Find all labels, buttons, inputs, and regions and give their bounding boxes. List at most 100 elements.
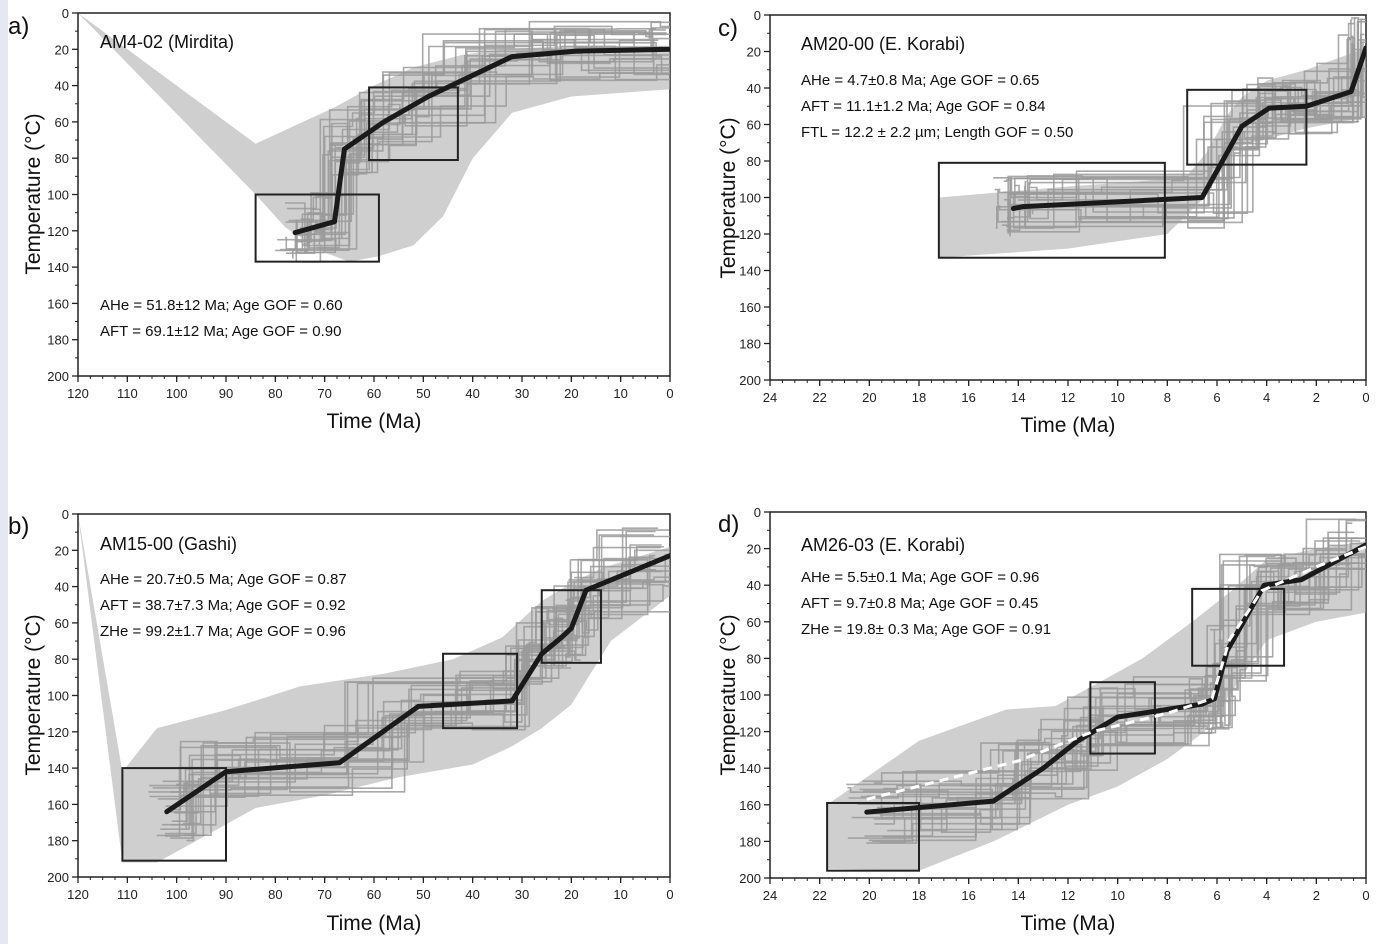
- constraint-box-2: [1089, 681, 1156, 755]
- constraint-box-3: [540, 589, 602, 664]
- y-tick-label: 120: [47, 725, 69, 740]
- simulated-tT-path: [1024, 21, 1366, 229]
- best-fit-path: [164, 553, 670, 815]
- x-tick-label: 120: [67, 386, 89, 401]
- y-tick-label: 80: [55, 151, 69, 166]
- x-tick-label: 70: [317, 386, 331, 401]
- y-tick-label: 60: [55, 616, 69, 631]
- y-tick-label: 120: [739, 725, 761, 740]
- y-tick-label: 20: [747, 45, 761, 60]
- constraint-box-2: [1186, 88, 1308, 166]
- x-tick-label: 70: [317, 887, 331, 902]
- x-tick-label: 20: [862, 390, 876, 405]
- panel-c-annotation-2: AFT = 11.1±1.2 Ma; Age GOF = 0.84: [801, 98, 1045, 115]
- y-tick-label: 80: [747, 154, 761, 169]
- panel-b-annotation-2: AFT = 38.7±7.3 Ma; Age GOF = 0.92: [100, 597, 346, 614]
- y-tick-label: 20: [55, 42, 69, 57]
- y-tick-label: 120: [47, 224, 69, 239]
- y-tick-label: 180: [739, 834, 761, 849]
- constraint-box-2: [368, 86, 459, 162]
- x-tick-label: 60: [367, 887, 381, 902]
- simulated-tT-path: [285, 27, 670, 254]
- y-tick-label: 120: [739, 227, 761, 242]
- y-tick-label: 60: [747, 118, 761, 133]
- x-tick-label: 0: [1362, 888, 1369, 903]
- y-tick-label: 60: [747, 615, 761, 630]
- x-tick-label: 80: [268, 887, 282, 902]
- panel-b-data: [78, 514, 670, 863]
- simulated-tT-path: [995, 18, 1366, 229]
- accepted-path-envelope: [827, 541, 1366, 871]
- x-tick-label: 30: [515, 887, 529, 902]
- y-tick-label: 40: [747, 81, 761, 96]
- x-tick-label: 14: [1011, 888, 1025, 903]
- x-tick-label: 0: [666, 887, 673, 902]
- panel-b-x-axis-title: Time (Ma): [327, 912, 422, 935]
- simulated-tT-path: [311, 33, 657, 221]
- panel-b-y-axis-title: Temperature (°C): [22, 614, 45, 775]
- y-tick-label: 160: [739, 300, 761, 315]
- panel-d-data: [826, 518, 1366, 872]
- x-tick-label: 60: [367, 386, 381, 401]
- x-tick-label: 10: [613, 887, 627, 902]
- x-tick-label: 80: [268, 386, 282, 401]
- simulated-tT-path: [306, 25, 666, 230]
- simulated-tT-path: [165, 544, 662, 837]
- y-tick-label: 140: [47, 761, 69, 776]
- x-tick-label: 8: [1164, 390, 1171, 405]
- x-tick-label: 4: [1263, 390, 1270, 405]
- x-tick-label: 50: [416, 386, 430, 401]
- y-tick-label: 40: [55, 79, 69, 94]
- x-tick-label: 20: [862, 888, 876, 903]
- x-tick-label: 100: [166, 887, 188, 902]
- panel-d-annotation-1: AHe = 5.5±0.1 Ma; Age GOF = 0.96: [801, 569, 1039, 586]
- constraint-box-3: [1191, 587, 1286, 667]
- x-tick-label: 90: [219, 386, 233, 401]
- panel-d-sample-title: AM26-03 (E. Korabi): [801, 535, 965, 555]
- y-tick-label: 80: [747, 651, 761, 666]
- panel-a-y-axis-title: Temperature (°C): [22, 113, 45, 274]
- x-tick-label: 24: [763, 888, 777, 903]
- y-tick-label: 200: [739, 373, 761, 388]
- panel-b-annotation-1: AHe = 20.7±0.5 Ma; Age GOF = 0.87: [100, 571, 347, 588]
- y-tick-label: 200: [739, 871, 761, 886]
- y-tick-label: 100: [739, 688, 761, 703]
- x-tick-label: 12: [1061, 390, 1075, 405]
- panel-c-sample-title: AM20-00 (E. Korabi): [801, 34, 965, 54]
- x-tick-label: 110: [117, 887, 138, 902]
- panel-d-annotation-2: AFT = 9.7±0.8 Ma; Age GOF = 0.45: [801, 595, 1038, 612]
- simulated-tT-path: [299, 28, 659, 229]
- panel-c-x-axis-title: Time (Ma): [1021, 414, 1116, 437]
- simulated-tT-path: [183, 570, 662, 786]
- y-tick-label: 180: [739, 337, 761, 352]
- panel-c-data: [937, 17, 1366, 259]
- x-tick-label: 10: [1110, 888, 1124, 903]
- x-tick-label: 12: [1061, 888, 1075, 903]
- simulated-tT-path: [879, 554, 1366, 844]
- x-tick-label: 18: [912, 888, 926, 903]
- panel-b-annotation-3: ZHe = 99.2±1.7 Ma; Age GOF = 0.96: [100, 623, 346, 640]
- x-tick-label: 18: [912, 390, 926, 405]
- x-tick-label: 120: [67, 887, 89, 902]
- panel-d-clipped-data: [826, 518, 1366, 872]
- simulated-tT-path: [874, 553, 1362, 825]
- y-tick-label: 0: [754, 8, 761, 23]
- y-tick-label: 60: [55, 115, 69, 130]
- x-tick-label: 0: [1362, 390, 1369, 405]
- x-tick-label: 14: [1011, 390, 1025, 405]
- x-tick-label: 10: [613, 386, 627, 401]
- simulated-tT-path: [1003, 41, 1366, 229]
- panel-d-annotation-3: ZHe = 19.8± 0.3 Ma; Age GOF = 0.91: [801, 621, 1051, 638]
- y-tick-label: 160: [739, 798, 761, 813]
- panel-d-y-axis-title: Temperature (°C): [717, 614, 740, 775]
- side-strip: [0, 0, 8, 944]
- panel-a-clipped-data: [78, 13, 670, 263]
- mean-path: [866, 545, 1366, 801]
- y-tick-label: 160: [47, 797, 69, 812]
- panel-c-annotation-3: FTL = 12.2 ± 2.2 µm; Length GOF = 0.50: [801, 124, 1073, 141]
- y-tick-label: 80: [55, 652, 69, 667]
- simulated-tT-path: [994, 17, 1362, 223]
